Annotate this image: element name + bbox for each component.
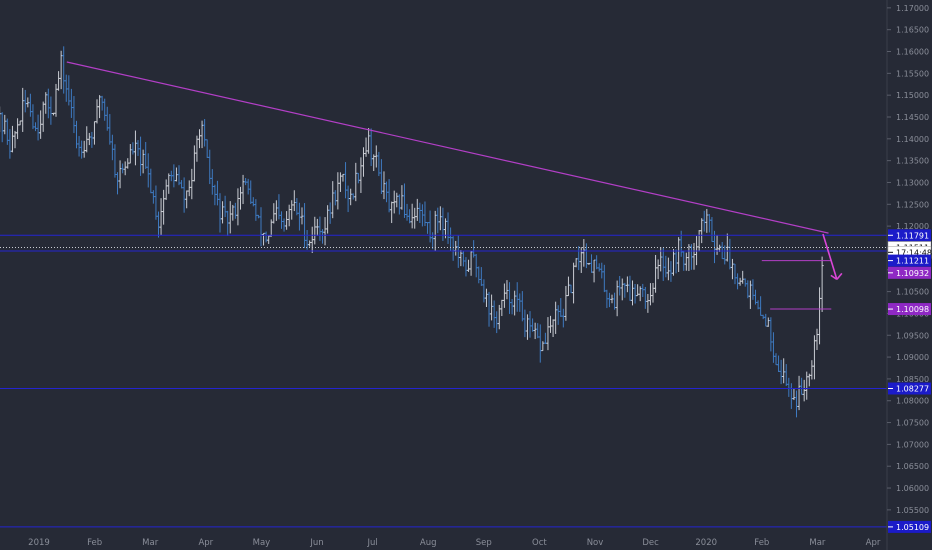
y-tick-label: 1.16500 (896, 26, 929, 35)
y-tick-label: 1.12000 (896, 222, 929, 231)
y-tick-label: 1.13500 (896, 157, 929, 166)
y-tick-label: 1.15500 (896, 69, 929, 78)
svg-text:1.11791: 1.11791 (896, 231, 929, 240)
time-axis-ticks: 2019 Feb Mar Apr May Jun Jul Aug Sep Oct Nov Dec 202… (28, 538, 881, 548)
y-tick-label: 1.08000 (896, 397, 929, 406)
price-tag: 1.10932 (888, 266, 931, 279)
y-tick-label: 1.10500 (896, 288, 929, 297)
y-tick-label: 1.07000 (896, 440, 929, 449)
x-tick-label: 2020 (695, 538, 717, 548)
x-tick-label: Nov (587, 538, 604, 548)
price-tag: 1.08277 (888, 382, 931, 395)
y-tick-label: 1.06000 (896, 484, 929, 493)
x-tick-label: Mar (809, 538, 826, 548)
x-tick-label: Jul (366, 538, 377, 548)
y-tick-label: 1.07500 (896, 419, 929, 428)
x-tick-label: 2019 (28, 538, 50, 548)
price-tag: 1.11211 (888, 254, 931, 267)
y-tick-label: 1.12500 (896, 200, 929, 209)
svg-text:1.10932: 1.10932 (896, 269, 929, 278)
y-tick-label: 1.16000 (896, 48, 929, 57)
price-tag: 1.10098 (888, 303, 931, 316)
y-tick-label: 1.17000 (896, 4, 929, 13)
drawing-lines (0, 61, 887, 528)
y-tick-label: 1.09500 (896, 331, 929, 340)
svg-text:1.05109: 1.05109 (896, 523, 929, 532)
x-tick-label: Feb (754, 538, 769, 548)
y-tick-label: 1.05500 (896, 506, 929, 515)
trendline[interactable] (66, 61, 829, 234)
svg-text:1.11211: 1.11211 (896, 257, 929, 266)
y-tick-label: 1.14500 (896, 113, 929, 122)
x-tick-label: Jun (309, 538, 323, 548)
x-tick-label: Apr (866, 538, 881, 548)
price-tags: 1.117911.1151117:14:481.112111.109321.10… (887, 229, 932, 533)
svg-text:1.10098: 1.10098 (896, 305, 929, 314)
x-tick-label: Mar (142, 538, 159, 548)
y-tick-label: 1.15000 (896, 91, 929, 100)
y-tick-label: 1.09000 (896, 353, 929, 362)
y-tick-label: 1.14000 (896, 135, 929, 144)
y-tick-label: 1.08500 (896, 375, 929, 384)
svg-text:17:14:48: 17:14:48 (896, 248, 932, 257)
x-tick-label: Aug (420, 538, 437, 548)
price-tag: 1.11791 (888, 229, 931, 242)
y-tick-label: 1.13000 (896, 178, 929, 187)
ohlc-bars (0, 46, 824, 418)
svg-text:1.08277: 1.08277 (896, 385, 929, 394)
x-tick-label: Apr (198, 538, 213, 548)
y-tick-label: 1.06500 (896, 462, 929, 471)
x-tick-label: Sep (476, 538, 492, 548)
x-tick-label: Oct (532, 538, 547, 548)
down-arrow-drawing[interactable] (822, 233, 843, 281)
x-tick-label: Dec (642, 538, 659, 548)
x-tick-label: May (253, 538, 271, 548)
price-tag: 1.05109 (888, 520, 931, 533)
ohlc-bar (820, 256, 824, 312)
x-tick-label: Feb (87, 538, 102, 548)
